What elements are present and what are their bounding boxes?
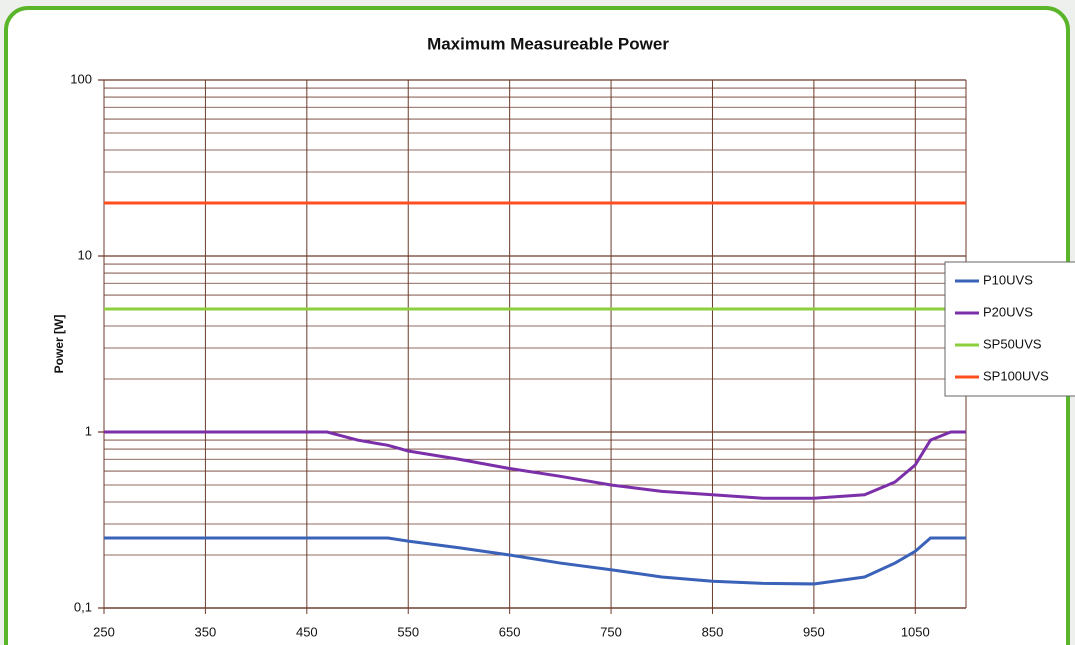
y-tick-label: 10 (78, 247, 92, 262)
x-tick-label: 950 (803, 624, 825, 639)
frame (6, 8, 1068, 645)
legend-label: P10UVS (983, 272, 1033, 287)
x-tick-label: 250 (93, 624, 115, 639)
chart-title: Maximum Measureable Power (427, 34, 669, 53)
x-tick-label: 850 (702, 624, 724, 639)
legend-label: P20UVS (983, 304, 1033, 319)
y-tick-label: 1 (85, 423, 92, 438)
y-axis-label: Power [W] (52, 315, 66, 374)
y-tick-label: 0,1 (74, 599, 92, 614)
legend-label: SP100UVS (983, 368, 1049, 383)
legend: P10UVS P20UVS SP50UVS SP100UVS (945, 262, 1075, 396)
x-tick-label: 350 (195, 624, 217, 639)
y-tick-label: 100 (70, 71, 92, 86)
x-tick-label: 550 (397, 624, 419, 639)
page: Maximum Measureable Power Power [W] 0,1 1… (0, 0, 1075, 645)
x-tick-label: 750 (600, 624, 622, 639)
x-tick-label: 650 (499, 624, 521, 639)
x-tick-label: 1050 (901, 624, 930, 639)
chart: Maximum Measureable Power Power [W] 0,1 1… (0, 0, 1075, 645)
legend-label: SP50UVS (983, 336, 1042, 351)
x-tick-label: 450 (296, 624, 318, 639)
